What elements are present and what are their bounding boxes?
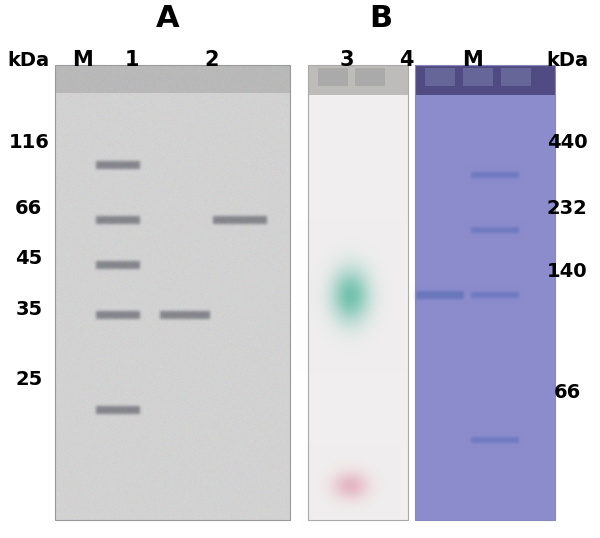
- Text: M: M: [463, 50, 483, 70]
- Text: M: M: [73, 50, 93, 70]
- Bar: [425, 68, 455, 86]
- Bar: [501, 68, 531, 86]
- Text: A: A: [156, 4, 180, 33]
- Bar: [415, 65, 555, 520]
- Text: 232: 232: [547, 199, 587, 218]
- Text: B: B: [370, 4, 392, 33]
- Text: 3: 3: [340, 50, 354, 70]
- Text: 35: 35: [15, 300, 43, 319]
- Text: 66: 66: [553, 383, 581, 402]
- Text: 66: 66: [15, 199, 43, 218]
- Text: 2: 2: [204, 50, 218, 70]
- Bar: [308, 65, 408, 520]
- Text: 25: 25: [15, 370, 43, 389]
- Bar: [355, 68, 385, 86]
- Text: 1: 1: [125, 50, 139, 70]
- Bar: [55, 65, 290, 520]
- Bar: [463, 68, 493, 86]
- Bar: [318, 68, 348, 86]
- Text: 440: 440: [547, 133, 587, 152]
- Text: kDa: kDa: [8, 51, 50, 70]
- Text: kDa: kDa: [546, 51, 588, 70]
- Text: 4: 4: [400, 50, 414, 70]
- Text: 45: 45: [15, 249, 43, 268]
- Text: 116: 116: [8, 133, 49, 152]
- Text: 140: 140: [547, 262, 587, 281]
